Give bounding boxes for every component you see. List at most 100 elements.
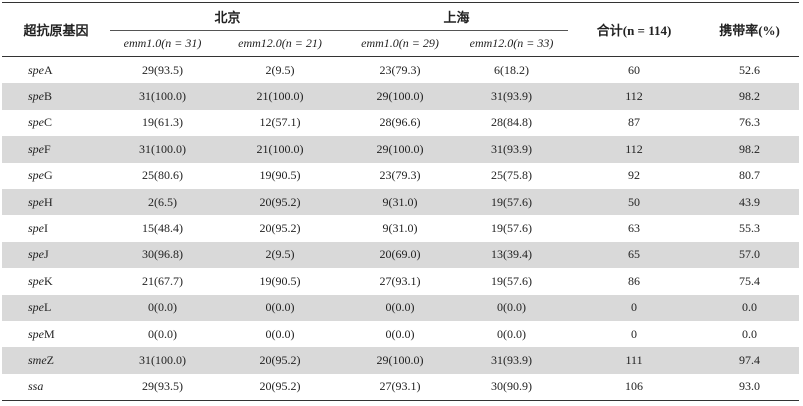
value-cell: 9(31.0) — [345, 188, 456, 216]
table-row: speB 31(100.0) 21(100.0) 29(100.0) 31(93.9) 1… — [2, 83, 800, 110]
value-cell: 52.6 — [739, 62, 761, 77]
value-cell: 21(100.0) — [215, 136, 346, 163]
value-cell: 28(84.8) — [491, 115, 533, 130]
table-row: smeZ 31(100.0) 20(95.2) 29(100.0) 31(93.9) 11… — [2, 347, 800, 374]
value-cell: 31(93.9) — [455, 136, 569, 163]
table-row: speA 29(93.5) 2(9.5) 23(79.3) 6(18.2) 60 52.6 — [2, 57, 799, 84]
value-cell: 19(90.5) — [259, 273, 301, 288]
table-body: speA 29(93.5) 2(9.5) 23(79.3) 6(18.2) 60 52.6 s… — [2, 57, 800, 402]
gene-suffix: F — [44, 141, 51, 156]
value-cell: 98.2 — [700, 136, 800, 163]
gene-prefix: spe — [28, 141, 44, 156]
value-cell: 60 — [628, 62, 641, 77]
subheader-cell: emm1.0(n = 31) — [110, 30, 215, 57]
gene-suffix: L — [44, 300, 52, 315]
value-cell: 0.0 — [700, 294, 800, 321]
gene-cell: speB — [2, 83, 110, 110]
gene-suffix: A — [44, 62, 53, 77]
table-row: speF 31(100.0) 21(100.0) 29(100.0) 31(93.9) 1… — [2, 136, 800, 163]
value-cell: 31(100.0) — [110, 83, 215, 110]
gene-cell: speF — [2, 136, 110, 163]
gene-suffix: B — [44, 89, 53, 104]
gene-cell: speI — [2, 215, 110, 241]
value-cell: 2(9.5) — [265, 62, 295, 77]
value-cell: 20(69.0) — [345, 241, 456, 269]
value-cell: 97.4 — [700, 347, 800, 374]
table-row: speJ 30(96.8) 2(9.5) 20(69.0) 13(39.4) 65 57.0 — [2, 241, 800, 269]
value-cell: 29(93.5) — [110, 373, 215, 402]
table-row: speC 19(61.3) 12(57.1) 28(96.6) 28(84.8) 87 76… — [2, 110, 799, 136]
value-cell: 27(93.1) — [379, 273, 421, 288]
gene-cell: ssa — [2, 373, 110, 402]
gene-cell: speJ — [2, 241, 110, 269]
data-table: 超抗原基因 北京 上海 合计(n = 114) 携带率(%) emm1.0(n … — [2, 2, 800, 402]
value-cell: 92 — [628, 168, 641, 183]
subheader-cell: emm1.0(n = 29) — [345, 30, 456, 57]
value-cell: 19(90.5) — [259, 168, 301, 183]
value-cell: 29(93.5) — [142, 62, 183, 77]
value-cell: 111 — [568, 347, 701, 374]
value-cell: 65 — [568, 241, 701, 269]
subheader-cell: emm12.0(n = 21) — [215, 30, 346, 57]
value-cell: 15(48.4) — [142, 221, 183, 236]
table-row: speG 25(80.6) 19(90.5) 23(79.3) 25(75.8) 92 80… — [2, 163, 799, 189]
value-cell: 30(90.9) — [455, 373, 569, 402]
gene-cell: speG — [2, 163, 110, 189]
value-cell: 55.3 — [739, 221, 761, 236]
value-cell: 25(80.6) — [142, 168, 183, 183]
value-cell: 76.3 — [739, 115, 761, 130]
value-cell: 57.0 — [700, 241, 800, 269]
gene-cell: speK — [2, 268, 110, 294]
gene-cell: speL — [2, 294, 110, 321]
value-cell: 0 — [631, 326, 638, 341]
value-cell: 31(100.0) — [110, 136, 215, 163]
gene-cell: speH — [2, 188, 110, 216]
gene-cell: speC — [2, 110, 110, 136]
value-cell: 21(100.0) — [215, 83, 346, 110]
value-cell: 86 — [628, 273, 641, 288]
header-cell: 超抗原基因 — [2, 2, 110, 57]
value-cell: 98.2 — [700, 83, 800, 110]
gene-suffix: I — [44, 221, 48, 236]
value-cell: 0(0.0) — [455, 294, 569, 321]
value-cell: 29(100.0) — [345, 347, 456, 374]
value-cell: 20(95.2) — [215, 188, 346, 216]
value-cell: 75.4 — [739, 273, 761, 288]
header-cell: 携带率(%) — [700, 2, 800, 57]
value-cell: 19(57.6) — [491, 221, 533, 236]
value-cell: 27(93.1) — [345, 373, 456, 402]
gene-prefix: spe — [28, 300, 44, 315]
gene-prefix: spe — [28, 62, 44, 77]
value-cell: 19(57.6) — [455, 188, 569, 216]
header-row: 超抗原基因 北京 上海 合计(n = 114) 携带率(%) — [2, 2, 800, 57]
value-cell: 50 — [568, 188, 701, 216]
value-cell: 29(100.0) — [345, 136, 456, 163]
subheader-cell: emm12.0(n = 33) — [455, 30, 569, 57]
value-cell: 112 — [568, 83, 701, 110]
value-cell: 0(0.0) — [497, 326, 527, 341]
table-row: speI 15(48.4) 20(95.2) 9(31.0) 19(57.6) 63 55.… — [2, 215, 799, 241]
value-cell: 0.0 — [742, 326, 758, 341]
value-cell: 21(67.7) — [142, 273, 183, 288]
gene-prefix: spe — [28, 168, 44, 183]
value-cell: 93.0 — [700, 373, 800, 402]
gene-prefix: ssa — [28, 379, 44, 394]
table-header: 超抗原基因 北京 上海 合计(n = 114) 携带率(%) emm1.0(n … — [2, 2, 800, 57]
value-cell: 43.9 — [700, 188, 800, 216]
gene-suffix: Z — [46, 352, 55, 367]
header-row: emm1.0(n = 31) emm12.0(n = 21) emm1.0(n = … — [2, 30, 799, 57]
value-cell: 20(95.2) — [215, 347, 346, 374]
value-cell: 6(18.2) — [494, 62, 530, 77]
gene-suffix: M — [44, 326, 55, 341]
value-cell: 19(57.6) — [491, 273, 533, 288]
gene-prefix: spe — [28, 194, 44, 209]
value-cell: 87 — [628, 115, 641, 130]
gene-prefix: spe — [28, 326, 44, 341]
value-cell: 29(100.0) — [345, 83, 456, 110]
gene-prefix: spe — [28, 273, 44, 288]
gene-cell: smeZ — [2, 347, 110, 374]
table-row: speH 2(6.5) 20(95.2) 9(31.0) 19(57.6) 50 43.9 — [2, 188, 800, 216]
header-cell: 北京 — [110, 2, 346, 31]
header-cell: 合计(n = 114) — [568, 2, 701, 57]
value-cell: 13(39.4) — [455, 241, 569, 269]
